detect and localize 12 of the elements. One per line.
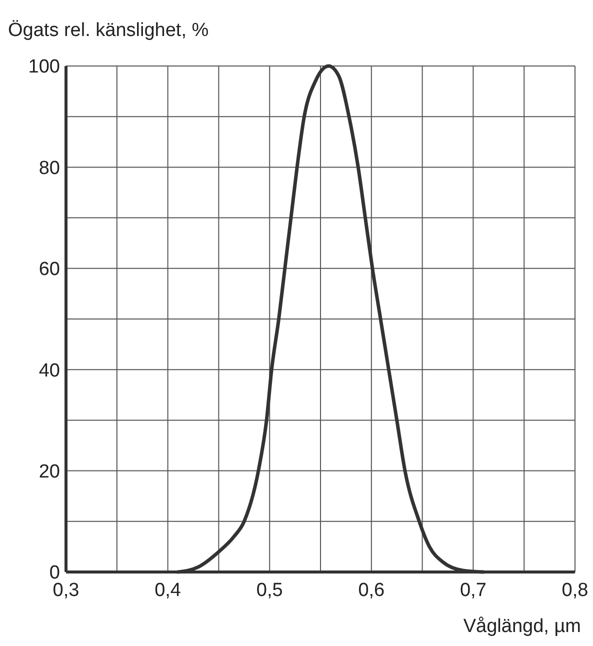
y-tick-label: 20 bbox=[38, 461, 60, 482]
y-tick-label: 80 bbox=[38, 158, 60, 179]
y-tick-label: 40 bbox=[38, 360, 60, 382]
y-axis-title: Ögats rel. känslighet, % bbox=[8, 20, 209, 41]
x-tick-label: 0,4 bbox=[154, 580, 182, 601]
y-tick-label: 60 bbox=[38, 259, 60, 280]
x-axis-title: Våglängd, µm bbox=[463, 616, 581, 637]
x-tick-label: 0,8 bbox=[562, 580, 588, 601]
x-tick-label: 0,5 bbox=[256, 580, 283, 601]
x-tick-label: 0,7 bbox=[460, 580, 486, 601]
x-tick-label: 0,6 bbox=[358, 580, 385, 601]
y-tick-label: 100 bbox=[28, 56, 60, 78]
